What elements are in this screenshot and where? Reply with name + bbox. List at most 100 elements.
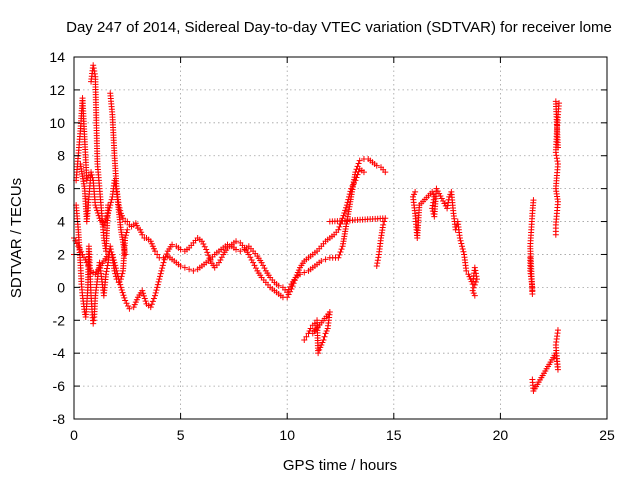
data-point bbox=[309, 330, 316, 337]
data-point bbox=[307, 325, 314, 332]
data-point bbox=[113, 186, 120, 193]
data-point bbox=[112, 180, 119, 187]
data-point bbox=[121, 294, 128, 301]
data-point bbox=[90, 320, 97, 327]
data-point bbox=[115, 279, 122, 286]
y-tick-label: 2 bbox=[57, 246, 65, 262]
data-point bbox=[473, 276, 480, 283]
data-point bbox=[107, 202, 114, 209]
data-point bbox=[107, 199, 114, 206]
data-point bbox=[124, 218, 131, 225]
data-point bbox=[89, 174, 96, 181]
data-point bbox=[374, 257, 381, 264]
data-point bbox=[311, 327, 318, 334]
data-point bbox=[142, 298, 149, 305]
data-point bbox=[206, 255, 213, 262]
data-point bbox=[75, 243, 82, 250]
data-point bbox=[348, 185, 355, 192]
data-point bbox=[554, 158, 561, 165]
data-point bbox=[152, 292, 159, 299]
data-point bbox=[258, 259, 265, 266]
data-point bbox=[161, 256, 168, 263]
x-tick-label: 0 bbox=[70, 427, 78, 443]
x-tick-label: 20 bbox=[493, 427, 509, 443]
data-point bbox=[160, 259, 167, 266]
data-point bbox=[94, 209, 101, 216]
data-point bbox=[122, 251, 129, 258]
data-point bbox=[457, 237, 464, 244]
data-point bbox=[251, 262, 258, 269]
data-point bbox=[153, 287, 160, 294]
data-point bbox=[163, 251, 170, 258]
data-point bbox=[473, 273, 480, 280]
plot-frame bbox=[73, 56, 608, 420]
data-point bbox=[373, 162, 380, 169]
data-point bbox=[120, 215, 127, 222]
data-point bbox=[88, 171, 95, 178]
data-point bbox=[380, 221, 387, 228]
data-point bbox=[321, 333, 328, 340]
data-point bbox=[141, 295, 148, 302]
data-point bbox=[203, 246, 210, 253]
data-point bbox=[157, 270, 164, 277]
data-point bbox=[169, 241, 176, 248]
data-point bbox=[353, 174, 360, 181]
data-point bbox=[553, 152, 560, 159]
data-point bbox=[91, 70, 98, 77]
data-point bbox=[155, 278, 162, 285]
data-point bbox=[200, 241, 207, 248]
data-point bbox=[337, 248, 344, 255]
data-point bbox=[346, 193, 353, 200]
data-point bbox=[107, 243, 114, 250]
data-point bbox=[156, 273, 163, 280]
data-point bbox=[459, 243, 466, 250]
data-point bbox=[326, 218, 333, 225]
data-point bbox=[107, 246, 114, 253]
data-point bbox=[119, 270, 126, 277]
data-point bbox=[301, 337, 308, 344]
data-point bbox=[148, 301, 155, 308]
data-point bbox=[117, 284, 124, 291]
data-point bbox=[444, 202, 451, 209]
data-point bbox=[288, 286, 295, 293]
data-point bbox=[154, 251, 161, 258]
y-axis-label: SDTVAR / TECUs bbox=[8, 178, 25, 298]
data-point bbox=[104, 262, 111, 269]
data-point bbox=[104, 265, 111, 272]
data-point bbox=[106, 204, 113, 211]
data-point bbox=[177, 262, 184, 269]
y-tick-label: -2 bbox=[53, 312, 66, 328]
data-point bbox=[108, 248, 115, 255]
y-tick-label: 10 bbox=[49, 115, 65, 131]
data-point bbox=[112, 270, 119, 277]
y-tick-label: 6 bbox=[57, 181, 65, 197]
data-point bbox=[90, 62, 97, 69]
data-point bbox=[140, 290, 147, 297]
data-point bbox=[95, 212, 102, 219]
data-point bbox=[336, 223, 343, 230]
data-point bbox=[111, 177, 118, 184]
x-tick-label: 15 bbox=[386, 427, 402, 443]
data-point bbox=[373, 262, 380, 269]
data-point bbox=[343, 204, 350, 211]
data-point bbox=[186, 266, 193, 273]
data-point bbox=[139, 287, 146, 294]
data-point bbox=[289, 283, 296, 290]
data-point bbox=[119, 289, 126, 296]
data-point bbox=[343, 202, 350, 209]
data-point bbox=[318, 258, 325, 265]
data-point bbox=[120, 292, 127, 299]
data-point bbox=[444, 205, 451, 212]
data-point bbox=[322, 256, 329, 263]
data-point bbox=[336, 251, 343, 258]
data-point bbox=[287, 288, 294, 295]
data-point bbox=[458, 240, 465, 247]
data-point bbox=[201, 243, 208, 250]
data-point bbox=[118, 273, 125, 280]
data-point bbox=[291, 277, 298, 284]
data-point bbox=[347, 188, 354, 195]
data-point bbox=[152, 289, 159, 296]
data-point bbox=[554, 144, 561, 151]
chart-title: Day 247 of 2014, Sidereal Day-to-day VTE… bbox=[66, 19, 612, 36]
data-point bbox=[352, 177, 359, 184]
